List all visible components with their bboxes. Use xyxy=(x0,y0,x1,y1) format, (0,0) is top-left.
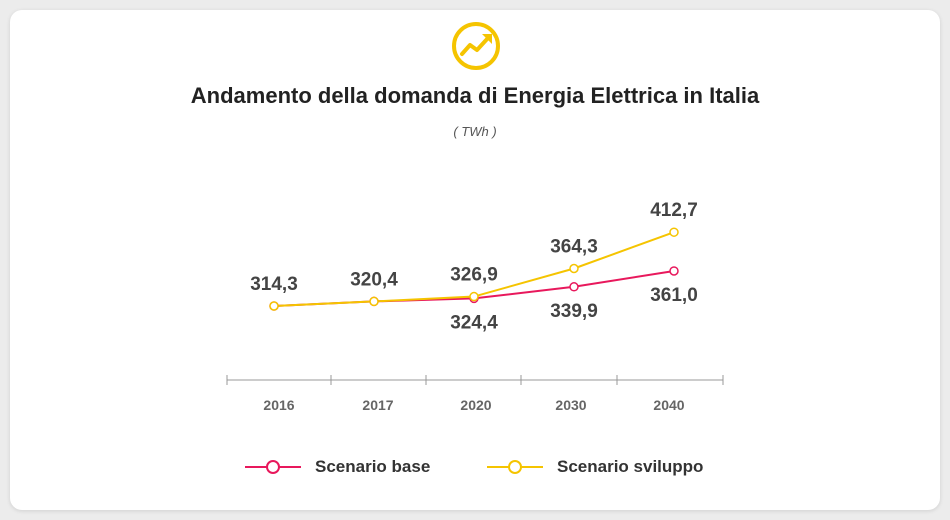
legend-label-sviluppo: Scenario sviluppo xyxy=(557,457,704,476)
x-tick-label: 2040 xyxy=(653,397,684,413)
legend-item-sviluppo[interactable]: Scenario sviluppo xyxy=(487,455,703,479)
data-point-sviluppo xyxy=(569,263,579,274)
legend-label-base: Scenario base xyxy=(315,457,431,476)
data-label-sviluppo: 314,3 xyxy=(250,274,298,295)
chart-subtitle: ( TWh ) xyxy=(453,124,497,139)
data-point-sviluppo xyxy=(669,227,679,237)
data-label-base: 324,4 xyxy=(450,312,498,333)
chart-card xyxy=(10,10,940,510)
data-label-base: 339,9 xyxy=(550,301,598,322)
data-label-sviluppo: 412,7 xyxy=(650,200,698,221)
trend-up-icon xyxy=(452,22,500,70)
data-label-sviluppo: 326,9 xyxy=(450,265,498,286)
x-tick-label: 2020 xyxy=(460,397,491,413)
x-tick-label: 2016 xyxy=(263,397,294,413)
data-point-base xyxy=(569,282,579,292)
legend-swatch-base xyxy=(245,455,301,479)
data-point-sviluppo xyxy=(269,301,279,311)
data-label-sviluppo: 364,3 xyxy=(550,237,598,258)
x-tick-label: 2017 xyxy=(362,397,393,413)
legend-swatch-sviluppo xyxy=(487,455,543,479)
data-label-base: 361,0 xyxy=(650,285,698,306)
x-tick-label: 2030 xyxy=(555,397,586,413)
data-point-base xyxy=(669,266,679,276)
chart-title: Andamento della domanda di Energia Elett… xyxy=(190,83,760,108)
data-label-sviluppo: 320,4 xyxy=(350,269,398,290)
legend-item-base[interactable]: Scenario base xyxy=(245,455,430,479)
data-point-sviluppo xyxy=(469,291,479,302)
data-point-sviluppo xyxy=(369,296,379,307)
